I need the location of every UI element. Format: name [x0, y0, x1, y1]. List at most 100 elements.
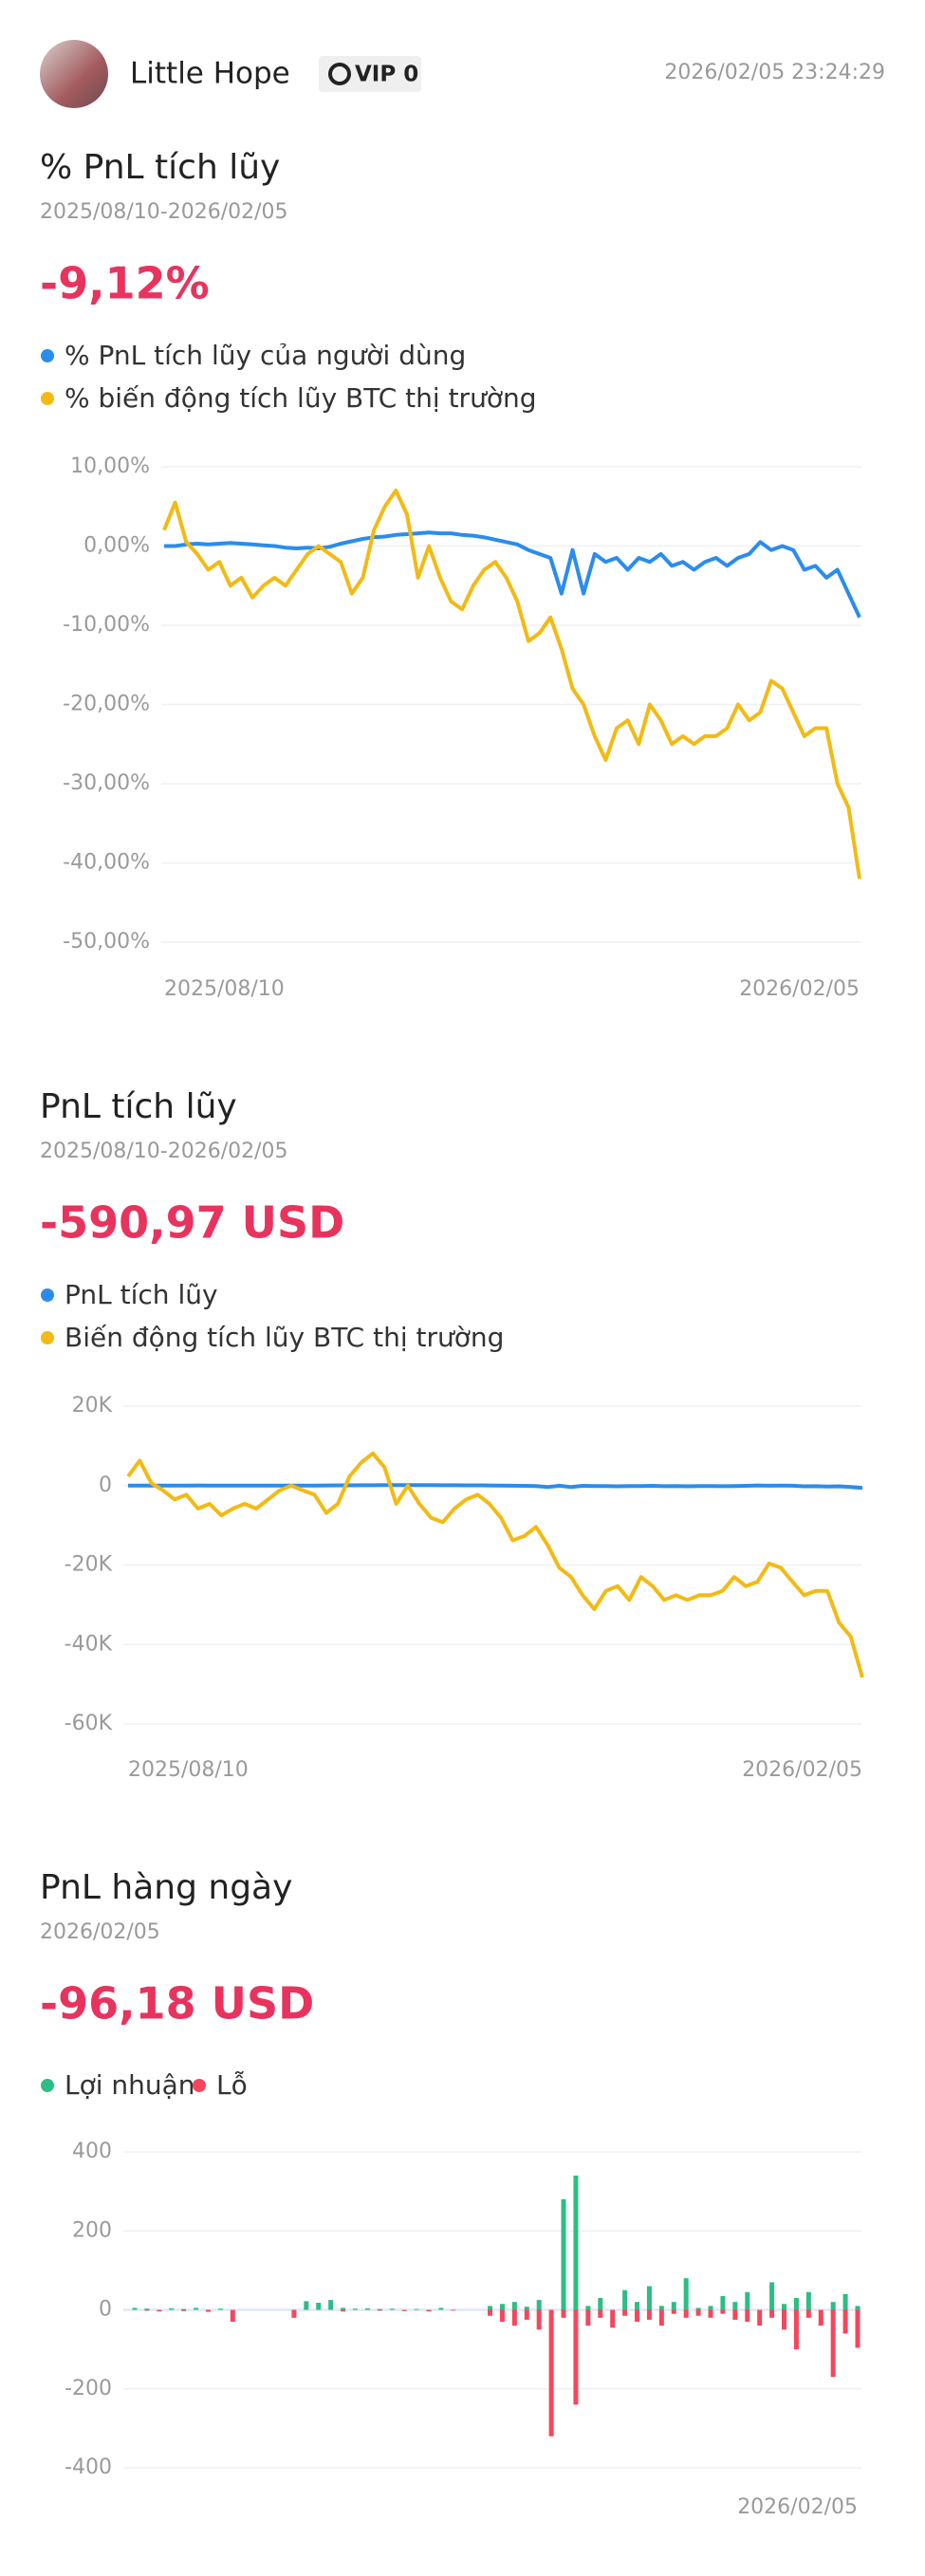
bar	[181, 2308, 187, 2310]
bar	[598, 2298, 603, 2310]
series-line	[128, 1483, 863, 1491]
bar	[341, 2309, 346, 2312]
y-tick-label: -40,00%	[63, 851, 150, 875]
bar	[573, 2175, 579, 2310]
bar	[401, 2309, 407, 2311]
legend-dot	[41, 349, 54, 362]
bar	[646, 2286, 652, 2310]
bar	[782, 2304, 787, 2310]
bar	[695, 2307, 701, 2310]
bar	[805, 2291, 811, 2310]
bar	[132, 2307, 138, 2310]
bar	[683, 2309, 689, 2318]
bar	[830, 2309, 836, 2378]
bar	[364, 2307, 370, 2310]
bar	[708, 2309, 713, 2318]
y-tick-label: -200	[65, 2377, 112, 2400]
bar	[217, 2308, 223, 2310]
bar	[488, 2309, 493, 2316]
legend-dot	[193, 2079, 206, 2092]
bar	[683, 2278, 689, 2310]
series-line	[162, 489, 861, 880]
bar	[536, 2300, 542, 2310]
headline-value: -96,18 USD	[40, 1978, 314, 2029]
bar	[488, 2306, 493, 2310]
series-line	[164, 530, 861, 619]
legend-dot	[41, 1288, 54, 1302]
bar	[304, 2301, 309, 2310]
bar	[561, 2309, 566, 2318]
bar	[769, 2282, 775, 2310]
y-tick-label: 20K	[72, 1394, 113, 1418]
bar	[757, 2309, 763, 2326]
bar	[573, 2309, 579, 2405]
legend-dot	[41, 392, 54, 405]
bar	[635, 2309, 640, 2322]
legend-label: % biến động tích lũy BTC thị trường	[65, 382, 536, 414]
bar	[782, 2309, 787, 2330]
bar	[671, 2309, 676, 2314]
bar	[341, 2307, 346, 2310]
bar	[708, 2306, 713, 2310]
bar	[169, 2307, 175, 2310]
timestamp: 2026/02/05 23:24:29	[664, 61, 885, 84]
y-tick-label: -400	[65, 2456, 112, 2479]
y-tick-label: 200	[72, 2218, 112, 2242]
x-tick-label: 2026/02/05	[739, 977, 860, 1001]
bar	[561, 2198, 566, 2310]
legend-label: % PnL tích lũy của người dùng	[65, 340, 466, 371]
bar	[720, 2309, 726, 2314]
bar	[181, 2309, 187, 2311]
bar	[732, 2309, 738, 2320]
bar	[377, 2309, 382, 2311]
avatar[interactable]	[40, 40, 108, 108]
bar	[316, 2303, 322, 2310]
bar	[720, 2295, 726, 2310]
bar	[536, 2309, 542, 2330]
bar	[695, 2309, 701, 2316]
x-tick-label: 2026/02/05	[742, 1758, 862, 1782]
series-line	[126, 1451, 864, 1678]
legend-label: PnL tích lũy	[65, 1279, 218, 1310]
y-tick-label: 0,00%	[83, 534, 150, 558]
bar	[585, 2309, 591, 2326]
date-range: 2025/08/10-2026/02/05	[40, 1140, 288, 1163]
bar	[144, 2308, 150, 2310]
bar	[451, 2309, 456, 2311]
bar	[157, 2309, 162, 2312]
bar	[818, 2309, 823, 2326]
section-title: % PnL tích lũy	[40, 148, 280, 187]
bar	[511, 2302, 517, 2310]
legend-label: Lỗ	[216, 2069, 248, 2101]
date-range: 2026/02/05	[40, 1920, 160, 1944]
headline-value: -9,12%	[40, 258, 210, 309]
bar	[658, 2309, 664, 2326]
bar	[732, 2302, 738, 2310]
bar	[671, 2302, 676, 2310]
bar	[524, 2309, 529, 2320]
bar	[745, 2291, 750, 2310]
section-title: PnL hàng ngày	[40, 1868, 292, 1907]
bar	[389, 2308, 395, 2310]
y-tick-label: -10,00%	[63, 613, 150, 637]
bar	[524, 2307, 529, 2310]
bar	[842, 2309, 848, 2334]
x-tick-label: 2025/08/10	[164, 977, 285, 1001]
y-tick-label: -20,00%	[63, 693, 150, 716]
bar	[805, 2309, 811, 2318]
bar	[548, 2309, 554, 2437]
y-tick-label: 400	[72, 2140, 112, 2163]
y-tick-label: -50,00%	[63, 930, 150, 954]
bar	[793, 2309, 799, 2350]
bar	[745, 2309, 750, 2322]
bar	[658, 2306, 664, 2310]
bar	[328, 2300, 334, 2310]
bar	[511, 2309, 517, 2326]
bar	[622, 2309, 628, 2316]
headline-value: -590,97 USD	[40, 1197, 344, 1249]
section-title: PnL tích lũy	[40, 1087, 237, 1126]
bar	[414, 2308, 419, 2310]
bar	[855, 2306, 860, 2310]
bar	[635, 2302, 640, 2310]
